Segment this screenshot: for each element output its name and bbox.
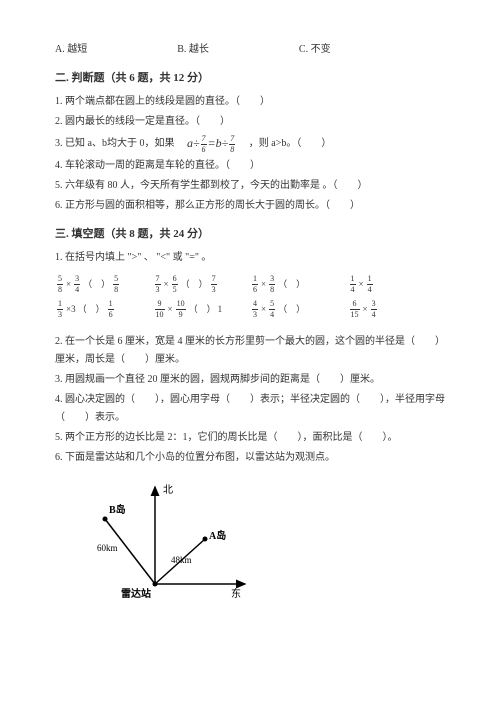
s3-q5: 5. 两个正方形的边长比是 2：1，它们的周长比是（ ），面积比是（ ）。 xyxy=(55,429,445,447)
option-a: A. 越短 xyxy=(55,40,87,55)
frac-r1c4: 14 × 14 xyxy=(348,275,446,294)
s3-q3: 3. 用圆规画一个直径 20 厘米的圆，圆规两脚步间的距离是（ ）厘米。 xyxy=(55,371,445,389)
label-north: 北 xyxy=(163,484,173,496)
s2-q2: 2. 圆内最长的线段一定是直径。（ ） xyxy=(55,113,445,131)
s2-q1: 1. 两个端点都在圆上的线段是圆的直径。（ ） xyxy=(55,93,445,111)
eq-div2: ÷ xyxy=(222,136,229,150)
equation: a÷76=b÷78 xyxy=(187,133,236,155)
mc-options: A. 越短 B. 越长 C. 不变 xyxy=(55,40,445,55)
label-48km: 48km xyxy=(171,555,192,565)
option-c: C. 不变 xyxy=(299,40,331,55)
s3-q1: 1. 在括号内填上 ">" 、 "<" 或 "=" 。 xyxy=(55,249,445,267)
eq-eq: = xyxy=(208,136,216,150)
label-a-island: A岛 xyxy=(209,529,226,542)
label-b-island: B岛 xyxy=(109,503,126,516)
s3-q2: 2. 在一个长是 6 厘米，宽是 4 厘米的长方形里剪一个最大的圆，这个圆的半径… xyxy=(55,333,445,369)
s2-q4: 4. 车轮滚动一周的距离是车轮的直径。（ ） xyxy=(55,157,445,175)
frac-r1c2: 73 × 65 （ ） 73 xyxy=(153,275,251,294)
label-60km: 60km xyxy=(97,543,118,553)
eq-div1: ÷ xyxy=(193,136,200,150)
s2-q3-text-b: ，则 a>b。（ ） xyxy=(239,138,332,149)
radar-diagram: B岛 北 60km A岛 48km 雷达站 东 xyxy=(85,479,445,614)
frac-r1c3: 16 × 38 （ ） xyxy=(250,275,348,294)
fraction-grid: 58 × 34 （ ） 58 73 × 65 （ ） 73 16 × 38 （ … xyxy=(55,275,445,325)
option-b: B. 越长 xyxy=(177,40,209,55)
s2-q3-text-a: 3. 已知 a、b均大于 0，如果 xyxy=(55,138,184,149)
frac-r2c1: 13 ×3 （ ） 16 xyxy=(55,300,153,319)
section-2-title: 二. 判断题（共 6 题，共 12 分） xyxy=(55,69,445,85)
frac-r1c1: 58 × 34 （ ） 58 xyxy=(55,275,153,294)
label-radar: 雷达站 xyxy=(121,587,151,600)
s3-q4: 4. 圆心决定圆的（ ），圆心用字母（ ）表示；半径决定圆的（ ），半径用字母（… xyxy=(55,391,445,427)
s3-q6: 6. 下面是雷达站和几个小岛的位置分布图，以雷达站为观测点。 xyxy=(55,449,445,467)
frac-r2c4: 615 × 34 xyxy=(348,300,446,319)
s2-q5: 5. 六年级有 80 人，今天所有学生都到校了，今天的出勤率是 。（ ） xyxy=(55,177,445,195)
eq-frac2: 78 xyxy=(229,135,235,154)
label-east: 东 xyxy=(231,587,241,600)
eq-frac1: 76 xyxy=(201,135,207,154)
frac-r2c3: 43 × 54 （ ） xyxy=(250,300,348,319)
s2-q3: 3. 已知 a、b均大于 0，如果 a÷76=b÷78 ，则 a>b。（ ） xyxy=(55,133,445,155)
section-3-title: 三. 填空题（共 8 题，共 24 分） xyxy=(55,225,445,241)
s2-q6: 6. 正方形与圆的面积相等，那么正方形的周长大于圆的周长。（ ） xyxy=(55,197,445,215)
frac-r2c2: 910 × 109 （ ） 1 xyxy=(153,300,251,319)
